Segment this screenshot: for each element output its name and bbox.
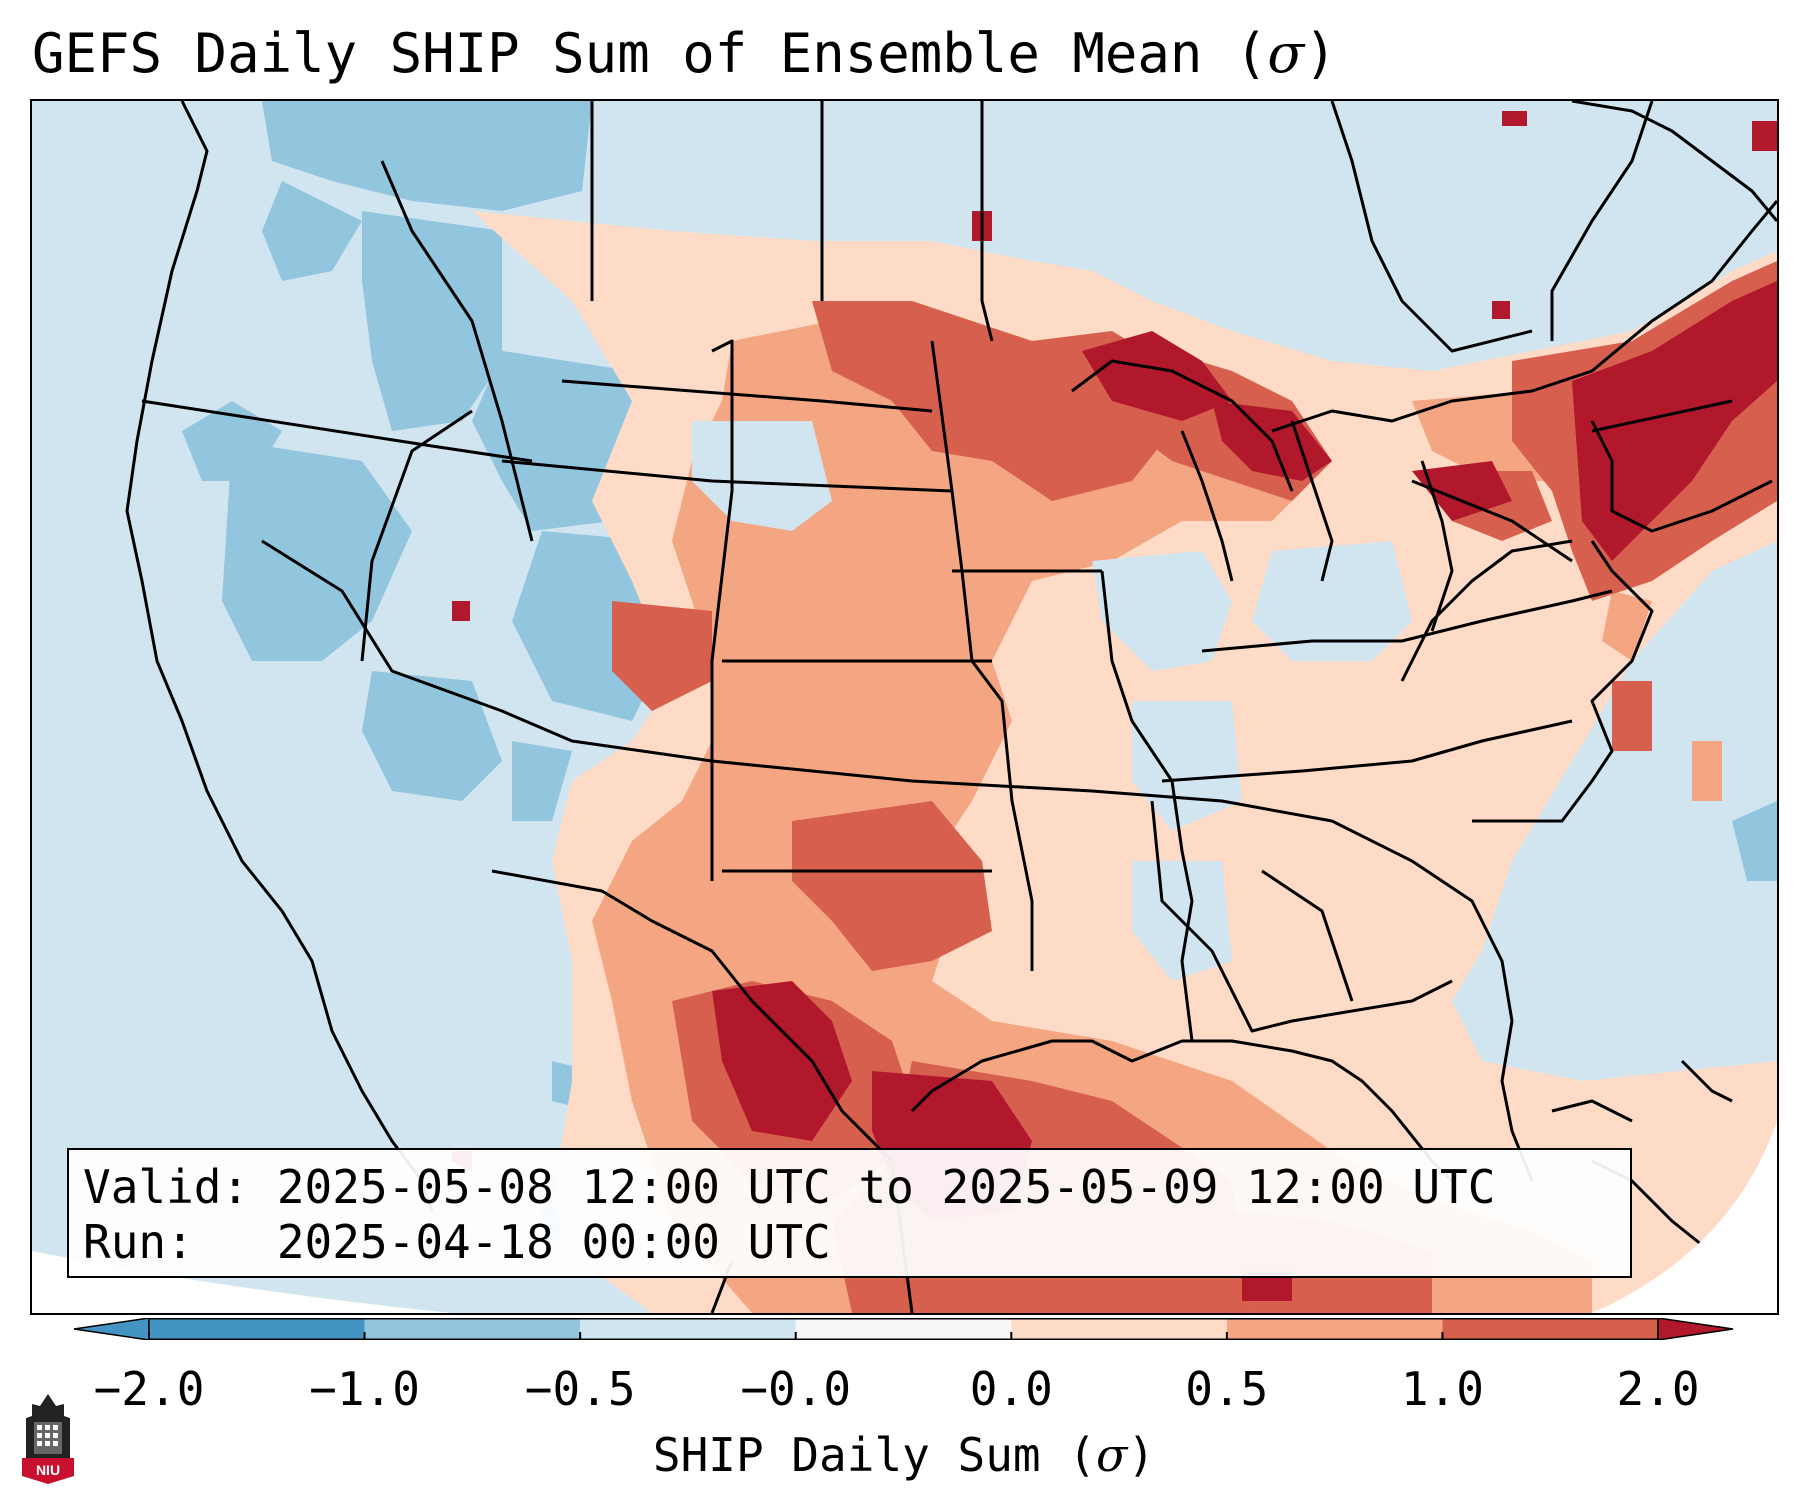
colorbar-extend-high — [1657, 1318, 1734, 1340]
colorbar-tick-label: −1.0 — [309, 1362, 420, 1416]
colorbar-segment — [1442, 1318, 1658, 1340]
colorbar-tick-label: 0.0 — [969, 1362, 1053, 1416]
map-panel — [30, 99, 1779, 1315]
colorbar-label: SHIP Daily Sum (σ) — [653, 1427, 1155, 1483]
colorbar — [73, 1318, 1734, 1340]
colorbar-segment — [364, 1318, 581, 1340]
colorbar-extend-low — [73, 1318, 150, 1340]
title-sigma: σ — [1267, 22, 1305, 85]
valid-line: Valid: 2025-05-08 12:00 UTC to 2025-05-0… — [83, 1160, 1496, 1214]
title-text: GEFS Daily SHIP Sum of Ensemble Mean ( — [32, 22, 1268, 85]
colorbar-segment — [1011, 1318, 1227, 1340]
colorbar-tick-label: −0.5 — [524, 1362, 636, 1416]
run-line: Run: 2025-04-18 00:00 UTC — [83, 1215, 831, 1269]
colorbar-tick-label: −0.0 — [740, 1362, 852, 1416]
colorbar-outline — [148, 1318, 1659, 1340]
colorbar-label-sigma: σ — [1096, 1428, 1128, 1482]
colorbar-tick-label: 1.0 — [1400, 1362, 1484, 1416]
valid-time-box: Valid: 2025-05-08 12:00 UTC to 2025-05-0… — [67, 1148, 1632, 1278]
title-close: ) — [1304, 22, 1337, 85]
colorbar-tick-label: 2.0 — [1616, 1362, 1700, 1416]
colorbar-segment — [149, 1318, 365, 1340]
colorbar-label-close: ) — [1127, 1428, 1156, 1482]
colorbar-tick-label: −2.0 — [93, 1362, 205, 1416]
colorbar-segment — [795, 1318, 1012, 1340]
logo-text: NIU — [36, 1462, 60, 1478]
colorbar-label-text: SHIP Daily Sum ( — [652, 1428, 1096, 1482]
colorbar-tick-label: 0.5 — [1185, 1362, 1269, 1416]
forecast-map — [32, 101, 1777, 1313]
map-title: GEFS Daily SHIP Sum of Ensemble Mean (σ) — [32, 22, 1337, 86]
colorbar-segment — [580, 1318, 796, 1340]
university-tower-icon: NIU — [22, 1394, 74, 1484]
colorbar-segment — [1226, 1318, 1443, 1340]
